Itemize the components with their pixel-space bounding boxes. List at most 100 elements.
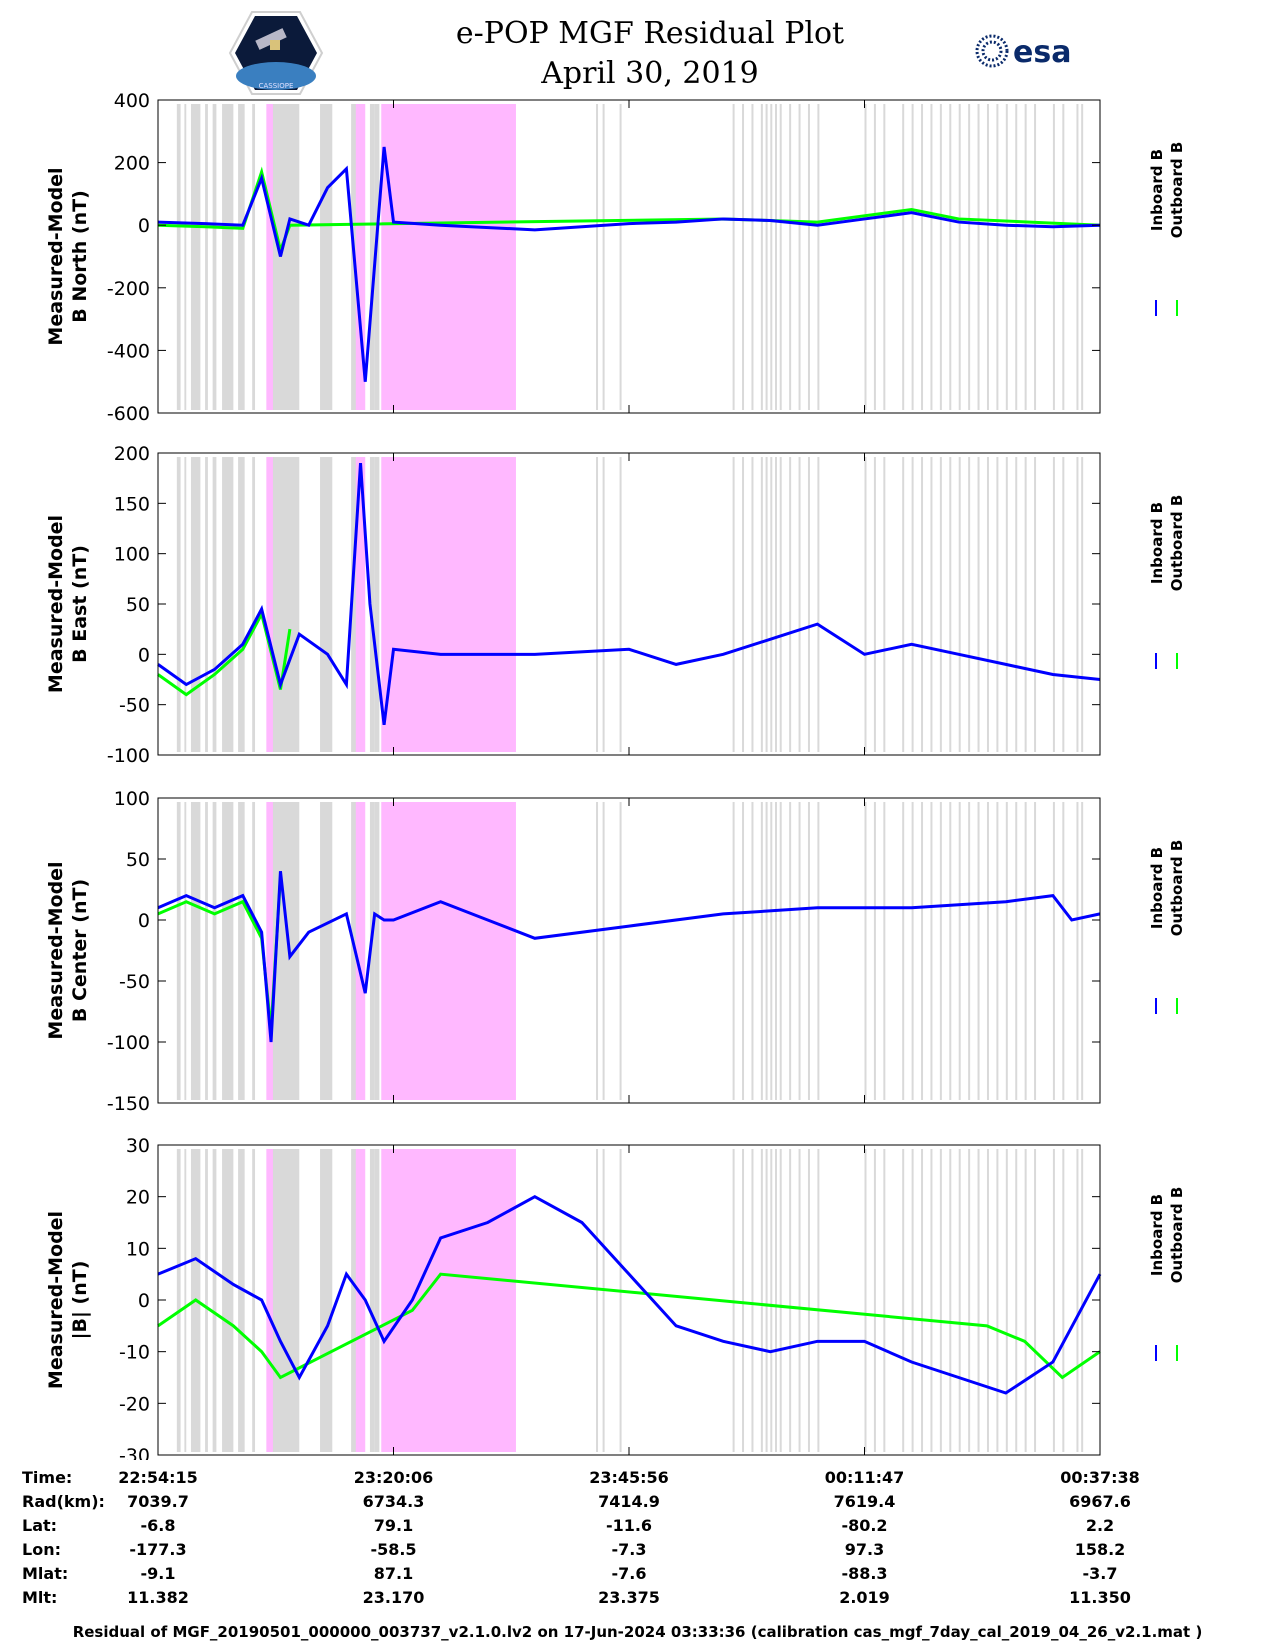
data-gap-line (789, 104, 792, 410)
data-gap-line (873, 104, 876, 410)
info-cell: 2.2 (1085, 1516, 1115, 1535)
data-gap-line (732, 457, 735, 752)
info-cell: -9.1 (140, 1564, 176, 1583)
info-row-label: Rad(km): (22, 1492, 105, 1511)
info-cell: 97.3 (844, 1540, 885, 1559)
inboard-series (157, 1194, 1102, 1395)
data-gap-line (883, 104, 886, 410)
info-cell: 87.1 (373, 1564, 414, 1583)
data-gap-band (320, 1149, 333, 1452)
data-gap-line (902, 457, 905, 752)
data-gap-line (775, 1149, 778, 1452)
data-gap-band (374, 457, 380, 752)
info-cell: -7.3 (611, 1540, 647, 1559)
data-gap-band (205, 104, 208, 410)
inboard-series (157, 146, 1101, 382)
info-cell: 158.2 (1074, 1540, 1126, 1559)
data-gap-line (949, 1149, 952, 1452)
info-cell: -11.6 (605, 1516, 653, 1535)
y-tick-label: 0 (138, 215, 150, 237)
data-gap-line (949, 802, 952, 1100)
data-gap-line (996, 1149, 999, 1452)
legend-outboard-label: Outboard B (1168, 1187, 1186, 1284)
data-gap-line (798, 104, 801, 410)
data-gap-line (1062, 457, 1065, 752)
data-gap-line (760, 1149, 763, 1452)
data-gap-line (864, 457, 867, 752)
info-cell: -80.2 (841, 1516, 888, 1535)
data-gap-line (775, 802, 778, 1100)
data-gap-line (911, 104, 914, 410)
data-gap-line (798, 802, 801, 1100)
data-gap-line (921, 1149, 924, 1452)
legend-inboard-label: Inboard B (1148, 149, 1166, 231)
info-row: Mlt: 11.382 23.170 23.375 2.019 11.350 (22, 1588, 1242, 1612)
data-gap-line (760, 104, 763, 410)
data-gap-line (977, 1149, 980, 1452)
data-gap-line (807, 457, 810, 752)
data-gap-line (1015, 1149, 1018, 1452)
data-gap-line (968, 104, 971, 410)
title-line2: April 30, 2019 (541, 56, 759, 91)
data-gap-line (883, 457, 886, 752)
info-cell: 11.350 (1069, 1588, 1131, 1607)
y-tick-label: 0 (138, 644, 150, 666)
info-row-label: Mlat: (22, 1564, 69, 1583)
y-tick-label: 30 (126, 1135, 150, 1157)
data-gap-line (619, 457, 622, 752)
data-gap-line (1076, 457, 1079, 752)
data-gap-band (176, 802, 181, 1100)
y-tick-label: 100 (114, 788, 150, 810)
info-cell: -88.3 (841, 1564, 888, 1583)
data-gap-line (1015, 104, 1018, 410)
info-row: Mlat: -9.1 87.1 -7.6 -88.3 -3.7 (22, 1564, 1242, 1588)
data-gap-line (765, 457, 768, 752)
data-gap-line (602, 1149, 605, 1452)
legend-outboard-label: Outboard B (1168, 495, 1186, 592)
data-gap-line (968, 802, 971, 1100)
data-gap-line (921, 802, 924, 1100)
data-gap-band (184, 802, 187, 1100)
data-gap-line (949, 457, 952, 752)
outboard-series (157, 1272, 1101, 1380)
data-gap-line (930, 802, 933, 1100)
data-gap-line (930, 1149, 933, 1452)
data-gap-band (268, 1149, 300, 1452)
data-gap-band (184, 457, 187, 752)
y-axis-label-line1: Measured-Model (45, 1211, 67, 1389)
data-gap-line (958, 104, 961, 410)
data-gap-band (320, 104, 333, 410)
data-gap-band (212, 457, 217, 752)
inboard-series (157, 462, 1101, 725)
y-axis-label-line2: B North (nT) (69, 190, 91, 323)
info-cell: 23:20:06 (353, 1468, 434, 1487)
data-gap-line (742, 457, 745, 752)
info-cell: -7.6 (611, 1564, 647, 1583)
data-gap-line (817, 457, 820, 752)
data-gap-line (602, 457, 605, 752)
data-gap-band (238, 1149, 245, 1452)
data-gap-line (864, 1149, 867, 1452)
data-gap-line (911, 802, 914, 1100)
info-row-label: Lat: (22, 1516, 58, 1535)
data-gap-band (369, 104, 375, 410)
data-gap-line (958, 802, 961, 1100)
data-gap-line (986, 104, 989, 410)
y-axis-label-line2: B Center (nT) (69, 879, 91, 1022)
chart-panel: 100 50 0 -50 -100 -150 Measured-Model B Center … (45, 788, 1186, 1115)
data-gap-band (205, 802, 208, 1100)
info-cell: 6734.3 (362, 1492, 425, 1511)
data-gap-band (212, 1149, 217, 1452)
data-gap-line (1024, 802, 1027, 1100)
y-tick-label: -50 (119, 971, 150, 993)
data-gap-band (252, 1149, 256, 1452)
data-gap-line (770, 104, 773, 410)
data-gap-line (1081, 457, 1084, 752)
data-gap-line (807, 1149, 810, 1452)
data-gap-band (184, 1149, 187, 1452)
data-gap-line (902, 802, 905, 1100)
data-gap-line (864, 802, 867, 1100)
data-gap-line (968, 1149, 971, 1452)
data-gap-line (760, 802, 763, 1100)
